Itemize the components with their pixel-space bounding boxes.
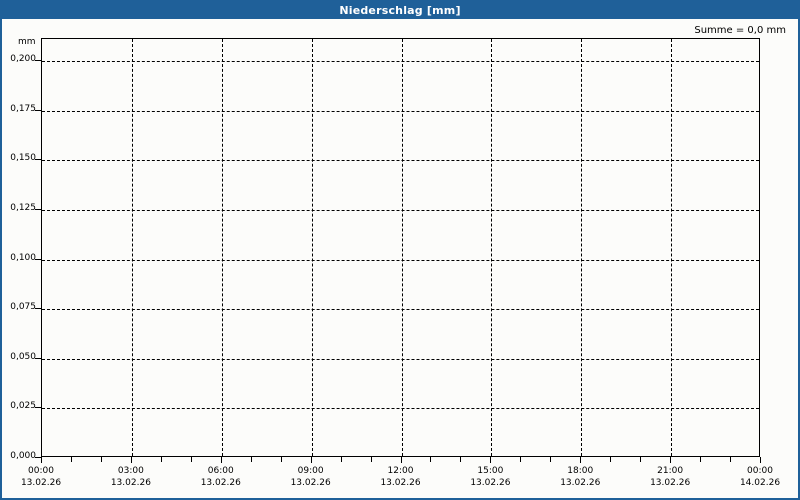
y-axis-tick (35, 308, 41, 310)
gridline-vertical (311, 39, 313, 456)
plot-area (41, 38, 760, 457)
x-axis-tick-minor (430, 457, 432, 462)
x-axis-tick-minor (550, 457, 552, 462)
x-axis-tick-minor (460, 457, 462, 462)
x-axis-tick-major (220, 457, 222, 463)
gridline-horizontal (42, 209, 759, 211)
y-axis-unit-label: mm (18, 37, 36, 47)
gridline-vertical (491, 39, 493, 456)
y-axis-tick-label: 0,075 (10, 302, 36, 313)
x-axis-tick-minor (100, 457, 102, 462)
y-axis-tick (35, 258, 41, 260)
x-axis-tick-date: 14.02.26 (739, 478, 781, 488)
x-axis-tick-time: 00:00 (28, 466, 54, 476)
y-axis-tick-label: 0,050 (10, 351, 36, 362)
x-axis-tick-major (310, 457, 312, 463)
x-axis-tick-minor (70, 457, 72, 462)
x-axis-tick-minor (730, 457, 732, 462)
gridline-horizontal (42, 259, 759, 261)
y-axis-tick (35, 457, 41, 458)
gridline-horizontal (42, 309, 759, 311)
page-title: Niederschlag [mm] (339, 4, 461, 17)
x-axis-tick-minor (610, 457, 612, 462)
x-axis-tick-minor (250, 457, 252, 462)
x-axis-tick-label: 03:00 13.02.26 (111, 465, 151, 489)
x-axis-tick-major (760, 457, 761, 463)
y-axis-tick-label: 0,025 (10, 401, 36, 412)
y-axis-tick (35, 60, 41, 61)
x-axis-tick-date: 13.02.26 (650, 478, 691, 488)
x-axis-tick-label: 00:00 13.02.26 (21, 465, 61, 489)
x-axis-tick-minor (280, 457, 282, 462)
x-axis-tick-date: 13.02.26 (380, 478, 421, 488)
x-axis-tick-time: 06:00 (207, 466, 234, 476)
y-axis-tick-label: 0,175 (10, 103, 36, 114)
gridline-vertical (131, 39, 133, 456)
x-axis-tick-time: 15:00 (477, 466, 504, 476)
x-axis-tick-minor (640, 457, 642, 462)
x-axis-tick-date: 13.02.26 (110, 478, 151, 488)
gridline-horizontal (42, 110, 759, 112)
gridline-horizontal (42, 358, 759, 360)
gridline-vertical (221, 39, 223, 456)
x-axis-tick-date: 13.02.26 (560, 478, 601, 488)
y-axis-tick (35, 159, 41, 161)
x-axis-tick-minor (340, 457, 342, 462)
x-axis-tick-label: 09:00 13.02.26 (291, 465, 331, 489)
x-axis-tick-date: 13.02.26 (200, 478, 241, 488)
window-title-bar: Niederschlag [mm] (2, 2, 798, 19)
x-axis-tick-minor (700, 457, 702, 462)
x-axis-tick-minor (520, 457, 522, 462)
x-axis-tick-time: 21:00 (657, 466, 684, 476)
y-axis-tick (35, 109, 41, 111)
x-axis-tick-major (41, 457, 42, 463)
y-axis-tick-label: 0,100 (10, 252, 36, 263)
x-axis-tick-minor (370, 457, 372, 462)
x-axis-tick-time: 12:00 (387, 466, 414, 476)
x-axis-tick-time: 18:00 (567, 466, 594, 476)
x-axis-tick-date: 13.02.26 (470, 478, 511, 488)
y-axis-tick (35, 208, 41, 210)
y-axis-tick-label: 0,200 (10, 54, 36, 64)
x-axis-tick-major (400, 457, 402, 463)
x-axis-tick-date: 13.02.26 (290, 478, 331, 488)
y-axis-tick-label: 0,000 (10, 451, 36, 461)
x-axis-tick-label: 15:00 13.02.26 (470, 465, 510, 489)
x-axis-tick-major (580, 457, 582, 463)
y-axis-tick-label: 0,125 (10, 202, 36, 213)
sum-annotation: Summe = 0,0 mm (694, 25, 786, 36)
x-axis-tick-minor (160, 457, 162, 462)
gridline-vertical (401, 39, 403, 456)
x-axis-tick-major (490, 457, 492, 463)
x-axis-tick-label: 21:00 13.02.26 (650, 465, 690, 489)
x-axis-tick-label: 12:00 13.02.26 (380, 465, 420, 489)
x-axis-tick-time: 03:00 (117, 466, 144, 476)
x-axis-tick-time: 00:00 (747, 466, 773, 476)
x-axis-tick-major (670, 457, 672, 463)
gridline-horizontal (42, 61, 759, 62)
gridline-horizontal (42, 408, 759, 410)
gridline-vertical (671, 39, 673, 456)
y-axis-tick (35, 357, 41, 359)
x-axis-tick-label: 18:00 13.02.26 (560, 465, 600, 489)
gridline-horizontal (42, 160, 759, 162)
x-axis-tick-time: 09:00 (297, 466, 324, 476)
x-axis-tick-label: 00:00 14.02.26 (740, 465, 780, 489)
y-axis-tick (35, 407, 41, 409)
x-axis-tick-label: 06:00 13.02.26 (201, 465, 241, 489)
chart-canvas: Summe = 0,0 mm mm 0,000 0,025 0,050 0,075 0,… (2, 19, 798, 498)
gridline-vertical (581, 39, 583, 456)
x-axis-tick-date: 13.02.26 (20, 478, 62, 488)
x-axis-tick-minor (190, 457, 192, 462)
y-axis-tick-label: 0,150 (10, 153, 36, 164)
x-axis-tick-major (130, 457, 132, 463)
